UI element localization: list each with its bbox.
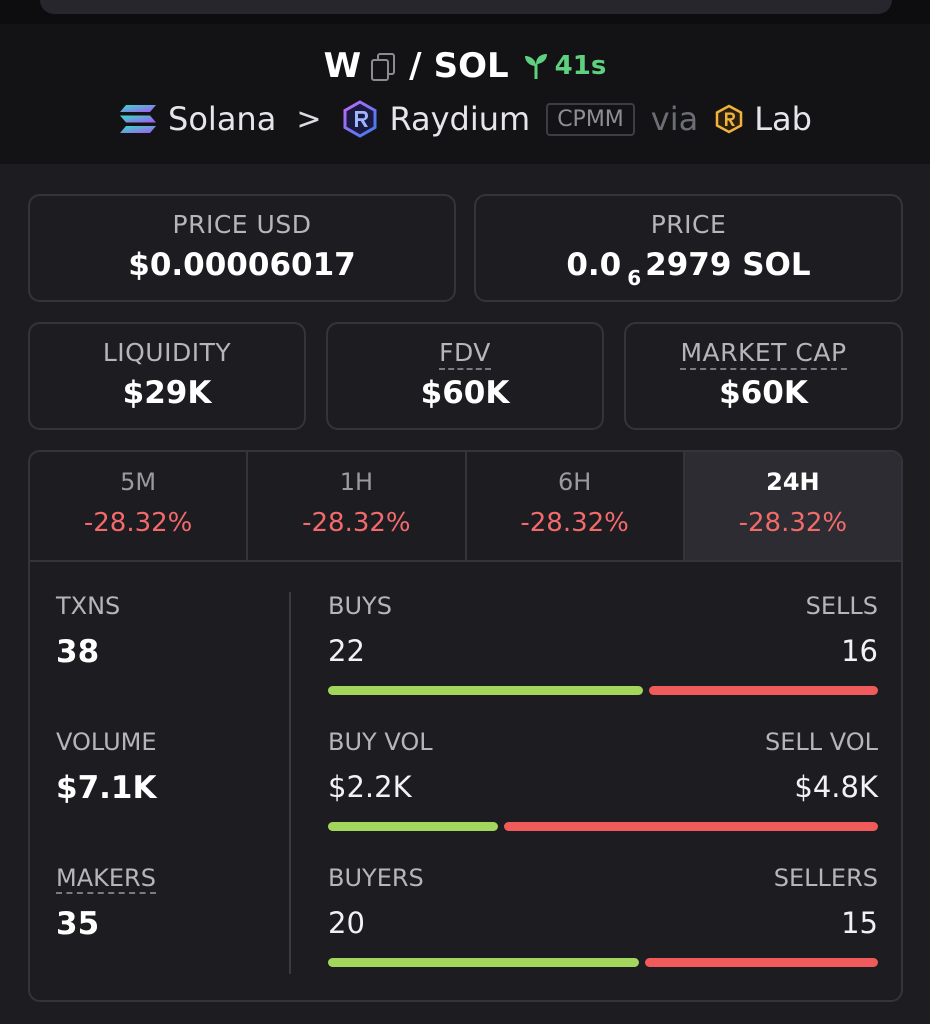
makers-value: 35 (56, 906, 100, 942)
chain-breadcrumb: Solana > Raydium CPMM via Lab (0, 96, 930, 142)
lab-icon (715, 104, 743, 134)
buy-sell-breakdown: BUYS SELLS 22 16 BUY VOL SELL VOL $2.2K … (328, 592, 878, 1000)
price-usd-card: PRICE USD $0.00006017 (28, 194, 456, 302)
tab-24h-label: 24H (766, 468, 820, 496)
pair-age: 41s (521, 51, 607, 81)
volume-stat: VOLUME $7.1K (56, 728, 286, 864)
age-label: 41s (554, 51, 607, 81)
fdv-value: $60K (420, 375, 510, 411)
sells-bar (649, 686, 878, 695)
liquidity-card: LIQUIDITY $29K (28, 322, 306, 430)
txns-stat: TXNS 38 (56, 592, 286, 728)
price-native-suffix: 2979 SOL (645, 247, 811, 283)
stats-panel: 5M -28.32% 1H -28.32% 6H -28.32% 24H -28… (28, 450, 903, 1002)
sell-vol-value: $4.8K (794, 770, 878, 804)
sell-vol-bar (504, 822, 878, 831)
makers-label[interactable]: MAKERS (56, 864, 286, 894)
sells-label: SELLS (805, 592, 878, 620)
tab-1h[interactable]: 1H -28.32% (248, 452, 467, 560)
raydium-icon (343, 100, 377, 138)
sell-vol-label: SELL VOL (764, 728, 878, 756)
pair-header (0, 24, 930, 164)
tab-5m[interactable]: 5M -28.32% (30, 452, 249, 560)
base-symbol: W (323, 46, 362, 86)
sells-value: 16 (841, 634, 878, 668)
volume-label: VOLUME (56, 728, 157, 756)
price-native-card: PRICE 0.0 6 2979 SOL (474, 194, 903, 302)
makers-split: BUYERS SELLERS 20 15 (328, 864, 878, 1000)
makers-ratio-bar (328, 958, 878, 967)
buys-label: BUYS (328, 592, 392, 620)
buy-vol-value: $2.2K (328, 770, 412, 804)
tab-6h-label: 6H (557, 468, 592, 496)
tab-1h-change: -28.32% (302, 508, 411, 538)
makers-label-text: MAKERS (56, 864, 156, 894)
txns-value: 38 (56, 634, 100, 670)
sellers-value: 15 (841, 906, 878, 940)
fdv-label-text: FDV (439, 338, 491, 370)
chain-link[interactable]: Solana (168, 100, 277, 138)
pool-type-badge: CPMM (546, 102, 635, 136)
txns-label: TXNS (56, 592, 121, 620)
pair-separator: / (409, 46, 422, 86)
buy-vol-label: BUY VOL (328, 728, 433, 756)
timeframe-tabs: 5M -28.32% 1H -28.32% 6H -28.32% 24H -28… (30, 452, 901, 562)
dex-link[interactable]: Raydium (389, 100, 531, 138)
sellers-bar (645, 958, 878, 967)
price-usd-value: $0.00006017 (128, 247, 356, 283)
top-strip (0, 0, 930, 24)
tab-1h-label: 1H (339, 468, 374, 496)
pair-title: W / SOL 41s (0, 44, 930, 88)
market-cap-card[interactable]: MARKET CAP $60K (624, 322, 903, 430)
makers-stat: MAKERS 35 (56, 864, 286, 1000)
tab-5m-change: -28.32% (83, 508, 193, 538)
buyers-value: 20 (328, 906, 365, 940)
launchpad-link[interactable]: Lab (754, 100, 812, 138)
price-native-label: PRICE (650, 210, 727, 239)
tab-6h[interactable]: 6H -28.32% (467, 452, 685, 560)
price-native-value: 0.0 6 2979 SOL (476, 247, 901, 290)
search-bar-edge[interactable] (40, 0, 892, 14)
volume-split: BUY VOL SELL VOL $2.2K $4.8K (328, 728, 878, 864)
copy-icon[interactable] (369, 51, 397, 81)
sellers-label: SELLERS (773, 864, 878, 892)
fdv-label: FDV (328, 338, 602, 370)
txns-ratio-bar (328, 686, 878, 695)
price-usd-label: PRICE USD (172, 210, 312, 239)
price-native-prefix: 0.0 (566, 247, 622, 283)
tab-5m-label: 5M (120, 468, 157, 496)
txns-split: BUYS SELLS 22 16 (328, 592, 878, 728)
volume-ratio-bar (328, 822, 878, 831)
tab-24h[interactable]: 24H -28.32% (684, 452, 901, 560)
tab-24h-change: -28.32% (738, 508, 848, 538)
sprout-icon (524, 54, 547, 79)
buyers-bar (328, 958, 639, 967)
buys-bar (328, 686, 643, 695)
quote-symbol: SOL (433, 46, 509, 86)
buy-vol-bar (328, 822, 498, 831)
market-cap-value: $60K (719, 375, 808, 411)
market-cap-label: MARKET CAP (626, 338, 901, 370)
liquidity-value: $29K (122, 375, 212, 411)
buyers-label: BUYERS (328, 864, 424, 892)
buys-value: 22 (328, 634, 365, 668)
liquidity-label: LIQUIDITY (102, 338, 232, 367)
volume-value: $7.1K (56, 770, 157, 806)
tab-6h-change: -28.32% (520, 508, 629, 538)
stats-divider (289, 592, 291, 974)
market-cap-label-text: MARKET CAP (680, 338, 847, 370)
solana-icon (120, 105, 157, 133)
price-native-zero-count: 6 (627, 266, 642, 290)
chevron-right-icon: > (296, 101, 322, 137)
via-label: via (650, 100, 699, 138)
stats-summary: TXNS 38 VOLUME $7.1K MAKERS 35 (56, 592, 286, 1000)
fdv-card[interactable]: FDV $60K (326, 322, 604, 430)
